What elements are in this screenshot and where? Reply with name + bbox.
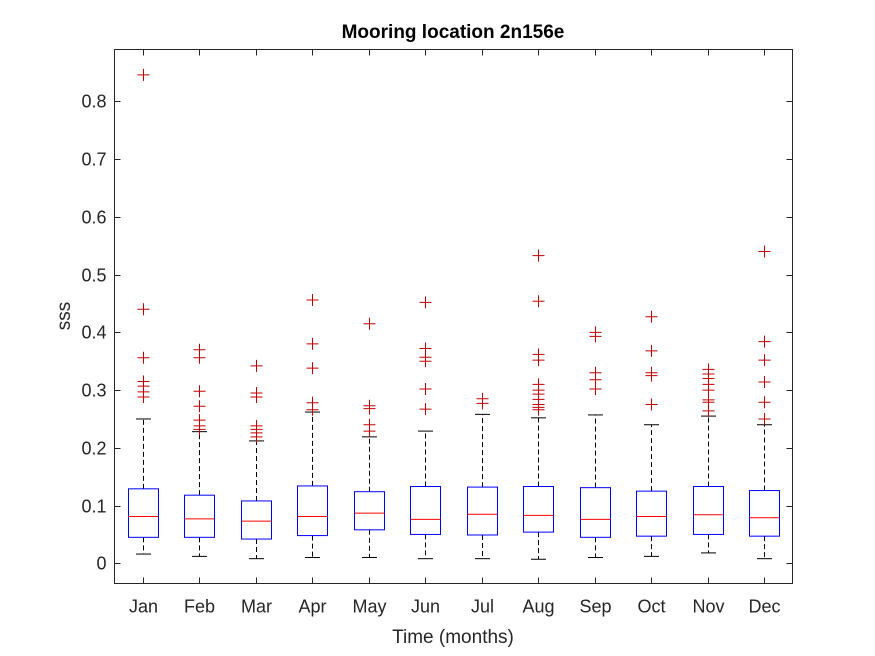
iqr-box	[410, 486, 441, 535]
outlier-marker	[193, 400, 206, 413]
outlier-marker	[645, 344, 658, 357]
y-tick-label: 0	[96, 554, 106, 574]
outlier-marker	[645, 369, 658, 382]
x-tick-label: Mar	[241, 597, 272, 617]
box-dec	[749, 245, 780, 560]
x-tick-label: Feb	[184, 597, 215, 617]
x-tick-label: Sep	[579, 597, 611, 617]
outlier-marker	[589, 330, 602, 343]
x-tick-label: Jun	[411, 597, 440, 617]
outlier-marker	[193, 385, 206, 398]
y-tick-label: 0.6	[81, 208, 106, 228]
box-feb	[184, 343, 215, 557]
iqr-box	[297, 485, 328, 537]
outlier-marker	[363, 402, 376, 415]
y-tick-label: 0.1	[81, 497, 106, 517]
x-tick-label: Jan	[129, 597, 158, 617]
outlier-marker	[193, 351, 206, 364]
outlier-marker	[758, 376, 771, 389]
box-aug	[523, 249, 554, 560]
x-tick-label: May	[352, 597, 386, 617]
box-jan	[128, 68, 159, 555]
y-tick-label: 0.8	[81, 92, 106, 112]
x-axis-label: Time (months)	[392, 627, 514, 648]
outlier-marker	[306, 337, 319, 350]
boxplot-series	[128, 68, 780, 560]
box-jul	[467, 392, 498, 560]
outlier-marker	[137, 68, 150, 81]
outlier-marker	[758, 354, 771, 367]
y-tick-label: 0.7	[81, 150, 106, 170]
x-axis: Jan Feb Mar Apr May Jun Jul Aug Sep Oct Nov Dec	[129, 49, 781, 617]
iqr-box	[580, 487, 611, 538]
iqr-box	[636, 490, 667, 537]
outlier-marker	[758, 412, 771, 425]
iqr-box	[523, 486, 554, 533]
iqr-box	[184, 494, 215, 538]
outlier-marker	[758, 245, 771, 258]
outlier-marker	[363, 317, 376, 330]
outlier-marker	[419, 403, 432, 416]
outlier-marker	[645, 310, 658, 323]
x-tick-label: Jul	[471, 597, 494, 617]
iqr-box	[467, 486, 498, 536]
chart-title: Mooring location 2n156e	[342, 22, 565, 43]
outlier-marker	[137, 303, 150, 316]
y-tick-label: 0.3	[81, 381, 106, 401]
outlier-marker	[532, 295, 545, 308]
x-tick-label: Nov	[692, 597, 724, 617]
outlier-marker	[306, 403, 319, 416]
outlier-marker	[532, 249, 545, 262]
outlier-marker	[306, 362, 319, 375]
x-tick-label: Aug	[522, 597, 554, 617]
outlier-marker	[250, 430, 263, 443]
y-axis-label: sss	[54, 302, 75, 331]
x-tick-label: Oct	[637, 597, 665, 617]
box-nov	[693, 363, 724, 554]
outlier-marker	[758, 335, 771, 348]
iqr-box	[354, 491, 385, 531]
outlier-marker	[419, 355, 432, 368]
outlier-marker	[193, 423, 206, 436]
box-oct	[636, 310, 667, 557]
outlier-marker	[363, 425, 376, 438]
x-tick-label: Apr	[298, 597, 326, 617]
outlier-marker	[645, 398, 658, 411]
outlier-marker	[137, 351, 150, 364]
iqr-box	[128, 488, 159, 538]
outlier-marker	[532, 403, 545, 416]
outlier-marker	[306, 294, 319, 307]
outlier-marker	[702, 404, 715, 417]
iqr-box	[749, 490, 780, 537]
outlier-marker	[419, 382, 432, 395]
box-may	[354, 317, 385, 559]
iqr-box	[693, 486, 724, 535]
iqr-box	[241, 500, 272, 540]
outlier-marker	[419, 296, 432, 309]
y-tick-label: 0.2	[81, 439, 106, 459]
y-tick-label: 0.4	[81, 323, 106, 343]
box-mar	[241, 359, 272, 560]
outlier-marker	[758, 396, 771, 409]
box-apr	[297, 294, 328, 559]
plot-area	[114, 49, 793, 584]
outlier-marker	[137, 391, 150, 404]
outlier-marker	[250, 359, 263, 372]
outlier-marker	[250, 391, 263, 404]
box-jun	[410, 296, 441, 560]
x-tick-label: Dec	[748, 597, 780, 617]
box-sep	[580, 326, 611, 559]
outlier-marker	[532, 354, 545, 367]
y-axis: 0 0.1 0.2 0.3 0.4 0.5 0.6 0.7 0.8	[81, 92, 793, 574]
y-tick-label: 0.5	[81, 266, 106, 286]
outlier-marker	[589, 382, 602, 395]
outlier-marker	[476, 397, 489, 410]
